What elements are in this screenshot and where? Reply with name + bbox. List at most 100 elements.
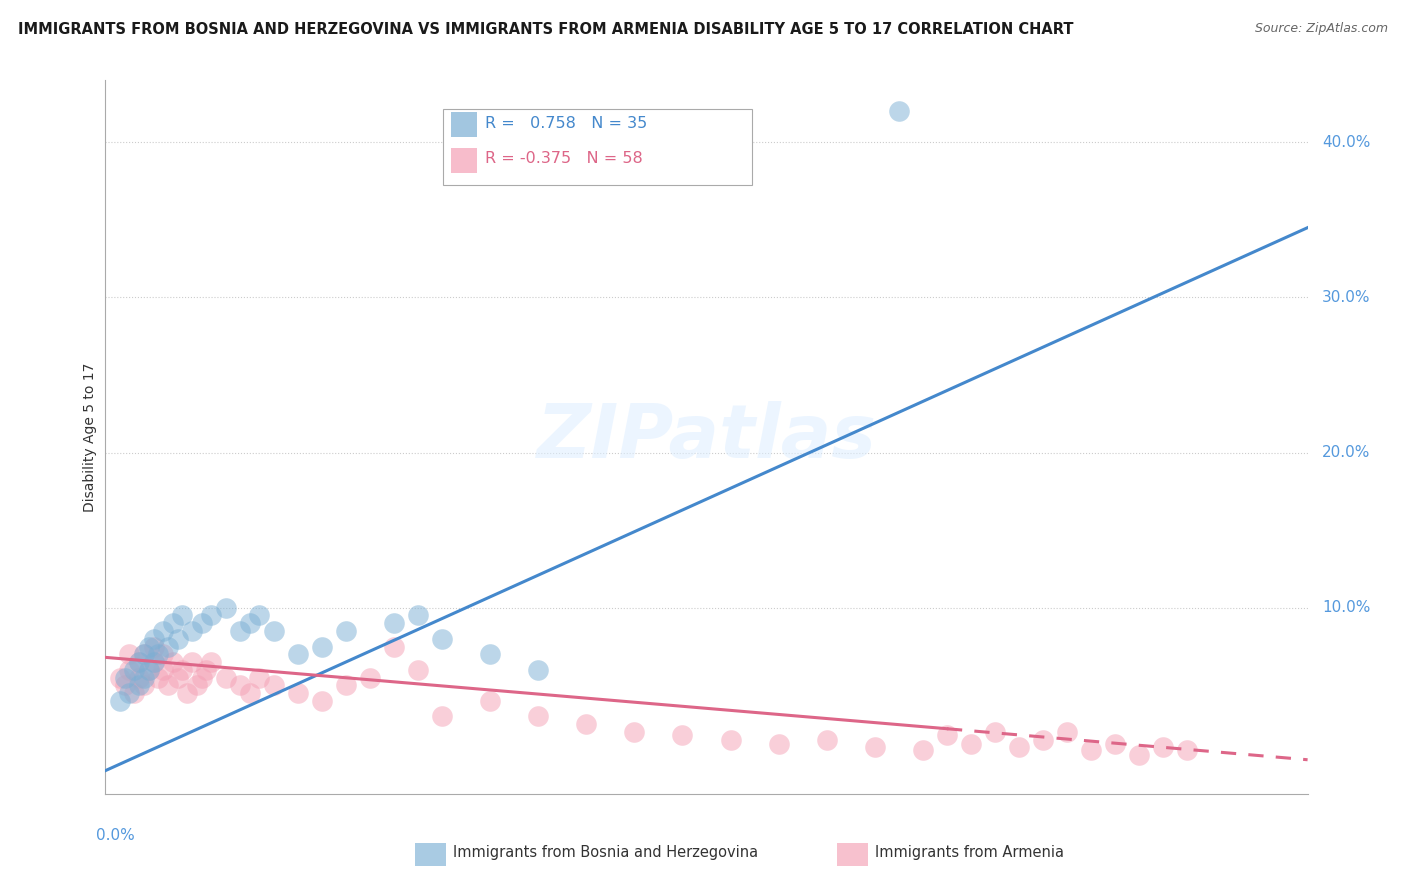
Point <box>1104 737 1126 751</box>
Text: 20.0%: 20.0% <box>1322 445 1371 460</box>
Point <box>128 678 150 692</box>
Point <box>152 624 174 638</box>
Point <box>138 663 160 677</box>
Point <box>263 624 285 638</box>
Point <box>287 686 309 700</box>
Point <box>430 709 453 723</box>
Point <box>911 743 934 757</box>
Point <box>575 717 598 731</box>
Point <box>176 686 198 700</box>
Point <box>214 671 236 685</box>
Point <box>132 678 155 692</box>
Point <box>1175 743 1198 757</box>
Point <box>128 655 150 669</box>
Point <box>359 671 381 685</box>
Text: Source: ZipAtlas.com: Source: ZipAtlas.com <box>1254 22 1388 36</box>
Point <box>152 647 174 661</box>
Point <box>118 686 141 700</box>
Point <box>132 647 155 661</box>
Point <box>527 709 550 723</box>
Point <box>768 737 790 751</box>
Text: R = -0.375   N = 58: R = -0.375 N = 58 <box>485 152 643 166</box>
Y-axis label: Disability Age 5 to 17: Disability Age 5 to 17 <box>83 362 97 512</box>
Point <box>1056 724 1078 739</box>
Text: IMMIGRANTS FROM BOSNIA AND HERZEGOVINA VS IMMIGRANTS FROM ARMENIA DISABILITY AGE: IMMIGRANTS FROM BOSNIA AND HERZEGOVINA V… <box>18 22 1074 37</box>
Point <box>162 655 184 669</box>
Point <box>229 624 252 638</box>
Point <box>527 663 550 677</box>
Point <box>936 728 959 742</box>
Point <box>382 640 405 654</box>
Point <box>863 740 886 755</box>
Point <box>172 663 194 677</box>
Text: Immigrants from Bosnia and Herzegovina: Immigrants from Bosnia and Herzegovina <box>453 846 758 860</box>
Point <box>108 671 131 685</box>
Point <box>247 608 270 623</box>
Point <box>181 655 204 669</box>
Text: 30.0%: 30.0% <box>1322 290 1371 305</box>
Point <box>1080 743 1102 757</box>
Point <box>128 655 150 669</box>
Point <box>984 724 1007 739</box>
Point <box>142 655 165 669</box>
Point <box>815 732 838 747</box>
Point <box>382 616 405 631</box>
Point <box>166 671 188 685</box>
Point <box>406 608 429 623</box>
Point <box>479 694 502 708</box>
Point <box>430 632 453 646</box>
Point <box>960 737 983 751</box>
Text: 0.0%: 0.0% <box>96 828 135 843</box>
Point <box>190 671 212 685</box>
Point <box>166 632 188 646</box>
Point <box>311 640 333 654</box>
Point <box>195 663 218 677</box>
Text: Immigrants from Armenia: Immigrants from Armenia <box>875 846 1063 860</box>
Point <box>156 640 179 654</box>
Point <box>229 678 252 692</box>
Text: R =   0.758   N = 35: R = 0.758 N = 35 <box>485 116 647 130</box>
Point <box>142 632 165 646</box>
Text: 10.0%: 10.0% <box>1322 600 1371 615</box>
Point <box>114 678 136 692</box>
Point <box>311 694 333 708</box>
Text: ZIPatlas: ZIPatlas <box>537 401 876 474</box>
Point <box>239 686 262 700</box>
Point <box>118 663 141 677</box>
Point <box>138 640 160 654</box>
Point <box>108 694 131 708</box>
Point <box>247 671 270 685</box>
Point <box>132 647 155 661</box>
Point <box>214 600 236 615</box>
Point <box>406 663 429 677</box>
Point <box>200 608 222 623</box>
Point <box>124 686 146 700</box>
Point <box>124 663 146 677</box>
Point <box>152 663 174 677</box>
Point <box>128 671 150 685</box>
Point <box>148 647 170 661</box>
Point <box>720 732 742 747</box>
Point <box>1128 748 1150 763</box>
Point <box>335 624 357 638</box>
Point <box>142 655 165 669</box>
Point <box>200 655 222 669</box>
Point <box>190 616 212 631</box>
Point <box>1008 740 1031 755</box>
Point <box>132 671 155 685</box>
Point <box>335 678 357 692</box>
Point <box>181 624 204 638</box>
Point <box>671 728 693 742</box>
Point <box>162 616 184 631</box>
Point <box>239 616 262 631</box>
Point <box>887 104 910 119</box>
Point <box>479 647 502 661</box>
Point <box>156 678 179 692</box>
Point <box>1032 732 1054 747</box>
Point <box>142 640 165 654</box>
Point <box>148 671 170 685</box>
Point <box>138 663 160 677</box>
Point <box>287 647 309 661</box>
Point <box>263 678 285 692</box>
Point <box>114 671 136 685</box>
